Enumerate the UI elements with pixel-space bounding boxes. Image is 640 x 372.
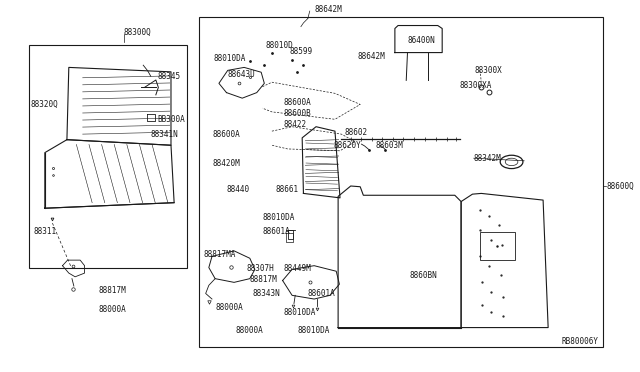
Text: 88010D: 88010D <box>266 41 293 50</box>
Text: 88010DA: 88010DA <box>297 326 330 335</box>
Text: 88440: 88440 <box>227 185 250 194</box>
Text: 88642M: 88642M <box>315 5 342 14</box>
Text: 88010DA: 88010DA <box>284 308 316 317</box>
Text: 88600A: 88600A <box>212 130 241 140</box>
Text: 88307H: 88307H <box>246 264 275 273</box>
Text: 88601A: 88601A <box>262 227 290 236</box>
Text: 88000A: 88000A <box>236 326 264 335</box>
Text: 88642M: 88642M <box>357 52 385 61</box>
Text: 88601A: 88601A <box>308 289 335 298</box>
Text: 88010DA: 88010DA <box>213 54 246 63</box>
Text: 88620Y: 88620Y <box>333 141 362 150</box>
Text: 88343N: 88343N <box>253 289 281 298</box>
Text: 88300XA: 88300XA <box>460 81 492 90</box>
Text: 88817M: 88817M <box>250 275 278 284</box>
Text: 88320Q: 88320Q <box>31 100 59 109</box>
Text: 88600A: 88600A <box>284 99 311 108</box>
Text: 88817M: 88817M <box>99 286 126 295</box>
Text: 88342M: 88342M <box>474 154 502 163</box>
Text: 88000A: 88000A <box>99 305 126 314</box>
Text: RB80006Y: RB80006Y <box>561 337 598 346</box>
Text: 86400N: 86400N <box>408 36 435 45</box>
Text: 88311: 88311 <box>33 227 56 236</box>
Bar <box>29 45 187 267</box>
Text: 88300Q: 88300Q <box>124 28 152 37</box>
Text: 88602: 88602 <box>344 128 367 137</box>
Text: 8860BN: 8860BN <box>410 271 437 280</box>
Text: 88000A: 88000A <box>215 303 243 312</box>
Text: 88643U: 88643U <box>228 70 255 79</box>
Text: BB300A: BB300A <box>157 115 185 124</box>
Text: 88300X: 88300X <box>475 66 503 75</box>
Text: 88420M: 88420M <box>212 159 241 168</box>
Text: 88010DA: 88010DA <box>262 213 295 222</box>
Text: 88817MA: 88817MA <box>204 250 236 259</box>
Text: 88603M: 88603M <box>376 141 404 150</box>
Text: 88422: 88422 <box>284 120 307 129</box>
Bar <box>480 232 515 260</box>
Text: 88600B: 88600B <box>284 109 311 118</box>
Bar <box>200 17 603 347</box>
Text: 88345: 88345 <box>157 72 180 81</box>
Text: 88599: 88599 <box>289 47 313 56</box>
Text: 88449M: 88449M <box>284 264 311 273</box>
Text: 88600Q: 88600Q <box>606 182 634 190</box>
Text: 88341N: 88341N <box>151 129 179 139</box>
Text: 88661: 88661 <box>275 185 298 194</box>
